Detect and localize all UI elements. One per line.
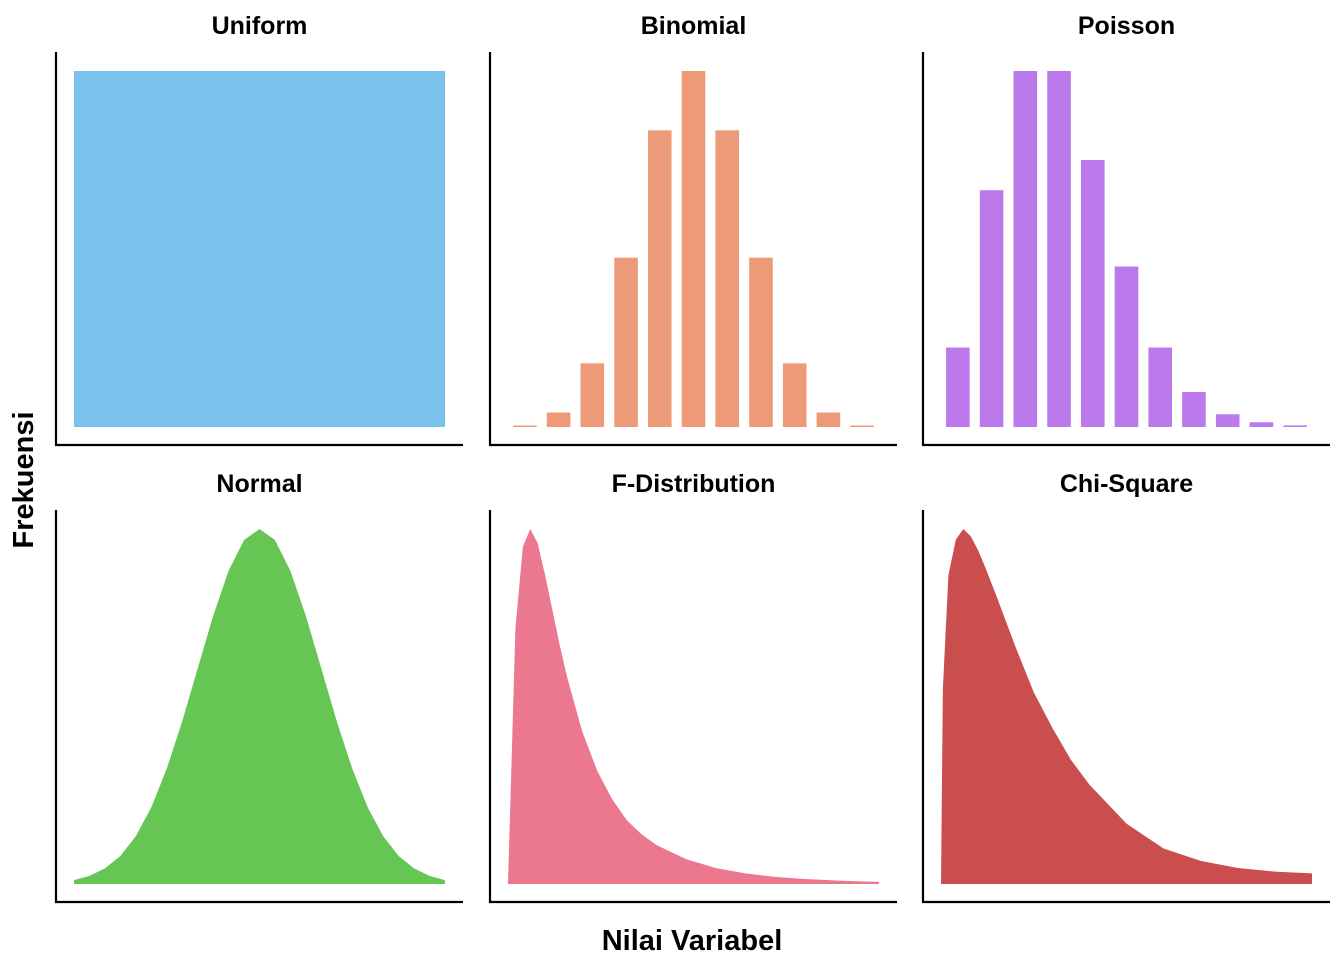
x-axis-label: Nilai Variabel <box>602 925 783 957</box>
density-area <box>74 71 445 427</box>
bar-9 <box>1249 422 1274 427</box>
bar-4 <box>647 130 672 427</box>
panel-axes <box>921 510 1330 904</box>
panel-poisson: Poisson <box>921 12 1330 447</box>
y-axis-label: Frekuensi <box>8 412 40 549</box>
panel-uniform: Uniform <box>54 12 463 447</box>
bar-8 <box>1215 414 1240 427</box>
density-area <box>74 529 445 884</box>
bar-8 <box>782 363 807 427</box>
bar-9 <box>816 412 841 427</box>
bar-2 <box>1013 71 1038 427</box>
bar-2 <box>580 363 605 427</box>
panel-title: F-Distribution <box>612 470 776 498</box>
bar-10 <box>1283 425 1307 427</box>
bar-6 <box>1148 347 1173 427</box>
panel-title: Uniform <box>212 12 308 40</box>
panel-title: Chi-Square <box>1060 470 1193 498</box>
panel-axes <box>54 510 463 904</box>
bar-5 <box>681 71 706 427</box>
bar-1 <box>546 412 571 427</box>
bar-7 <box>1182 392 1206 427</box>
panel-axes <box>488 52 897 447</box>
facet-panels: Uniform Binomial Poisson Normal F-Distributi… <box>54 12 1330 904</box>
panel-binomial: Binomial <box>488 12 897 447</box>
bar-0 <box>513 425 537 427</box>
bar-6 <box>715 130 740 427</box>
bar-0 <box>946 347 970 427</box>
panel-chi-square: Chi-Square <box>921 470 1330 904</box>
panel-axes <box>54 52 463 447</box>
panel-normal: Normal <box>54 470 463 904</box>
bar-10 <box>850 425 874 427</box>
bar-1 <box>979 190 1004 427</box>
panel-title: Binomial <box>641 12 747 40</box>
panel-title: Poisson <box>1078 12 1175 40</box>
panel-title: Normal <box>216 470 302 498</box>
bar-5 <box>1114 266 1139 427</box>
panel-axes <box>921 52 1330 447</box>
bar-3 <box>1047 71 1071 427</box>
bar-7 <box>749 257 773 427</box>
panel-axes <box>488 510 897 904</box>
panel-f-distribution: F-Distribution <box>488 470 897 904</box>
bar-3 <box>614 257 638 427</box>
bar-4 <box>1080 160 1105 427</box>
density-area <box>508 529 879 884</box>
density-area <box>941 529 1312 884</box>
